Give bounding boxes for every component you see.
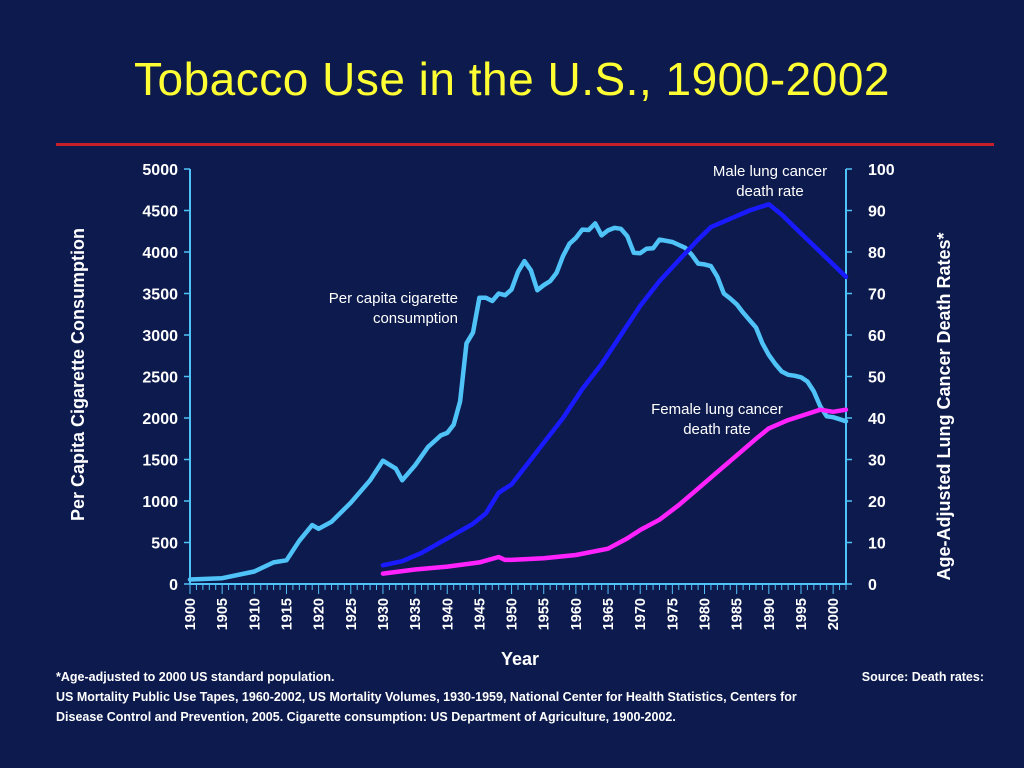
x-axis-title: Year [501,649,539,669]
x-tick-label: 1965 [601,598,617,630]
left-tick-label: 500 [151,536,178,553]
left-tick-label: 2500 [142,370,178,387]
x-tick-label: 1925 [344,598,360,630]
label-female-death-rate-line: Female lung cancer [651,401,783,418]
x-tick-label: 1970 [633,598,649,630]
x-tick-label: 1935 [408,598,424,630]
left-tick-label: 1000 [142,494,178,511]
x-tick-label: 1900 [183,598,199,630]
title-divider [56,143,994,146]
right-axis-title: Age-Adjusted Lung Cancer Death Rates* [934,232,954,580]
x-tick-label: 1955 [537,598,553,630]
x-tick-label: 1950 [505,598,521,630]
x-tick-label: 1990 [762,598,778,630]
footnote-age-adjusted: *Age-adjusted to 2000 US standard popula… [56,670,335,684]
label-male-death-rate-line: death rate [736,183,804,200]
left-tick-label: 1500 [142,453,178,470]
x-tick-label: 1910 [247,598,263,630]
footnote-source-label: Source: Death rates: [861,670,984,684]
x-tick-label: 1960 [569,598,585,630]
right-tick-label: 70 [868,287,886,304]
x-tick-label: 1975 [665,598,681,630]
right-tick-label: 80 [868,245,886,262]
label-cigarette-consumption-line: Per capita cigarette [329,290,458,307]
x-tick-label: 1985 [730,598,746,630]
left-tick-label: 3000 [142,328,178,345]
footnote-source-line3: Disease Control and Prevention, 2005. Ci… [56,710,676,724]
x-tick-label: 1930 [376,598,392,630]
right-tick-label: 0 [868,577,877,594]
left-tick-label: 5000 [142,162,178,179]
right-tick-label: 10 [868,536,886,553]
left-tick-label: 4500 [142,204,178,221]
right-tick-label: 40 [868,411,886,428]
male-death-rate-line [380,202,849,568]
right-tick-label: 50 [868,370,886,387]
left-tick-label: 0 [169,577,178,594]
slide-title: Tobacco Use in the U.S., 1900-2002 [133,53,890,105]
annotations: Per capita cigarette consumption Male lung… [329,163,827,438]
right-tick-label: 90 [868,204,886,221]
label-male-death-rate-line: Male lung cancer [713,163,827,180]
footnote-source-line2: US Mortality Public Use Tapes, 1960-2002… [56,690,797,704]
left-tick-label: 2000 [142,411,178,428]
left-tick-label: 4000 [142,245,178,262]
x-tick-label: 1995 [794,598,810,630]
left-tick-label: 3500 [142,287,178,304]
label-female-death-rate-line: death rate [683,421,751,438]
left-axis-title: Per Capita Cigarette Consumption [68,228,88,521]
right-tick-label: 100 [868,162,895,179]
series-lines [187,202,849,582]
cigarette-consumption-line [187,221,849,582]
x-tick-label: 1980 [698,598,714,630]
label-cigarette-consumption-line: consumption [373,310,458,327]
x-tick-label: 1945 [472,598,488,630]
axes: 0500100015002000250030003500400045005000… [68,162,954,669]
x-tick-label: 1940 [440,598,456,630]
female-death-rate-line [380,407,849,576]
x-tick-label: 1915 [279,598,295,630]
x-tick-label: 1905 [215,598,231,630]
right-tick-label: 30 [868,453,886,470]
x-tick-label: 1920 [312,598,328,630]
right-tick-label: 60 [868,328,886,345]
x-tick-label: 2000 [826,598,842,630]
right-tick-label: 20 [868,494,886,511]
